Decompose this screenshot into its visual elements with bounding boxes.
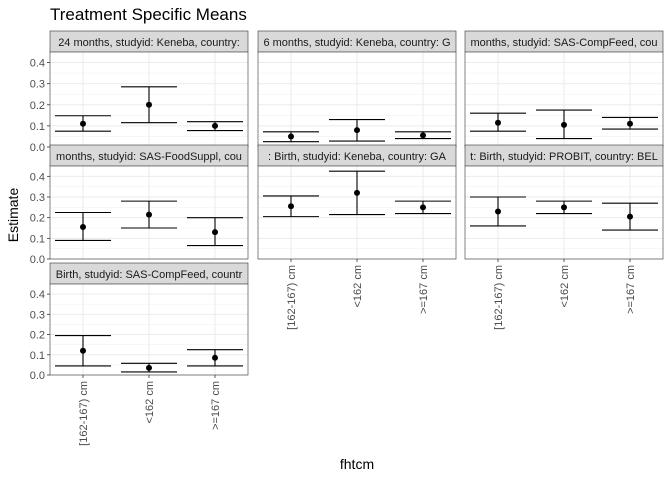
estimate-point [354, 189, 360, 196]
estimate-point [80, 347, 86, 354]
facet-strip-label: t: Birth, studyid: PROBIT, country: BEL [470, 151, 658, 163]
estimate-point [495, 208, 501, 215]
chart-title: Treatment Specific Means [50, 5, 247, 24]
x-tick-label: <162 cm [352, 265, 364, 308]
estimate-point [420, 132, 426, 139]
facet-strip-label: Birth, studyid: SAS-CompFeed, countr [56, 269, 243, 281]
y-tick-label: 0.1 [30, 121, 45, 133]
estimate-point [146, 211, 152, 218]
y-tick-label: 0.3 [30, 192, 45, 204]
x-tick-label: <162 cm [559, 265, 571, 308]
x-tick-label: >=167 cm [625, 265, 637, 314]
estimate-point [146, 101, 152, 108]
facet-strip-label: months, studyid: SAS-FoodSuppl, cou [56, 151, 242, 163]
estimate-point [288, 133, 294, 140]
y-tick-label: 0.0 [30, 370, 45, 382]
estimate-point [495, 119, 501, 126]
facet-strip-label: 24 months, studyid: Keneba, country: [58, 37, 240, 49]
y-tick-label: 0.1 [30, 350, 45, 362]
estimate-point [146, 364, 152, 371]
y-tick-label: 0.4 [30, 289, 45, 301]
facet-strip-label: : Birth, studyid: Keneba, country: GA [268, 151, 447, 163]
estimate-point [420, 204, 426, 211]
x-tick-label: >=167 cm [418, 265, 430, 314]
y-tick-label: 0.4 [30, 58, 45, 70]
x-tick-label: [162-167) cm [286, 265, 298, 330]
estimate-point [288, 203, 294, 210]
y-tick-label: 0.4 [30, 171, 45, 183]
y-tick-label: 0.0 [30, 254, 45, 266]
estimate-point [627, 120, 633, 127]
y-tick-label: 0.3 [30, 79, 45, 91]
y-tick-label: 0.0 [30, 142, 45, 154]
estimate-point [212, 229, 218, 236]
y-tick-label: 0.1 [30, 233, 45, 245]
estimate-point [80, 120, 86, 127]
facet-panels: 24 months, studyid: Keneba, country: 0.0 0… [30, 30, 664, 446]
estimate-point [212, 122, 218, 129]
x-tick-label: >=167 cm [210, 381, 222, 430]
y-tick-label: 0.3 [30, 309, 45, 321]
estimate-point [561, 121, 567, 128]
estimate-point [80, 223, 86, 230]
x-tick-label: [162-167) cm [78, 381, 90, 446]
y-tick-label: 0.2 [30, 100, 45, 112]
y-axis-title: Estimate [5, 188, 21, 243]
estimate-point [627, 213, 633, 220]
panel-border [49, 165, 249, 260]
x-axis-title: fhtcm [340, 456, 374, 472]
x-tick-label: <162 cm [144, 381, 156, 424]
estimate-point [212, 354, 218, 361]
y-tick-label: 0.2 [30, 213, 45, 225]
x-tick-label: [162-167) cm [493, 265, 505, 330]
estimate-point [561, 204, 567, 211]
facet-strip-label: months, studyid: SAS-CompFeed, cou [470, 37, 657, 49]
facet-strip-label: 6 months, studyid: Keneba, country: G [263, 37, 450, 49]
y-tick-label: 0.2 [30, 330, 45, 342]
estimate-point [354, 127, 360, 134]
